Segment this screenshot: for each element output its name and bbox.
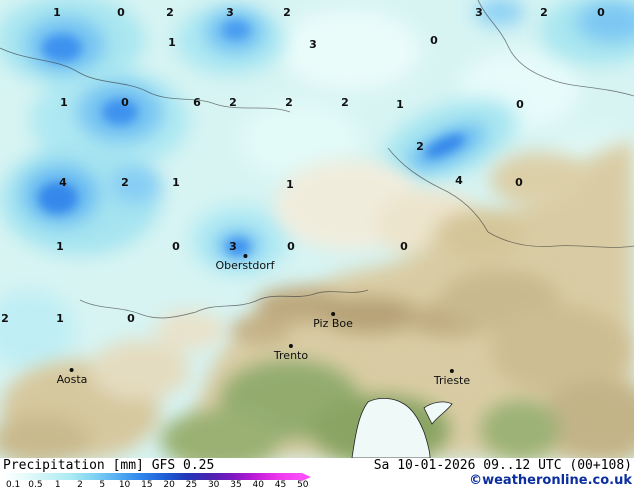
map-svg <box>0 0 634 458</box>
scale-label: 45 <box>274 480 287 490</box>
scale-label: 30 <box>207 480 220 490</box>
valid-datetime: Sa 10-01-2026 09..12 UTC (00+108) <box>373 458 632 473</box>
legend-model: GFS 0.25 <box>151 458 215 473</box>
scale-label: 20 <box>163 480 175 490</box>
scale-labels: 0.1 0.5 1 2 5 10 15 20 25 30 35 40 45 50 <box>2 480 314 490</box>
footer: Precipitation [mm] GFS 0.25 0.1 0.5 1 2 5 10 1… <box>0 458 634 490</box>
scale-label: 25 <box>185 480 198 490</box>
precip-color-scale <box>2 473 302 480</box>
footer-right: Sa 10-01-2026 09..12 UTC (00+108) ©weath… <box>373 458 632 489</box>
legend-title: Precipitation <box>3 458 105 473</box>
scale-label: 1 <box>54 480 61 490</box>
scale-label: 40 <box>252 480 264 490</box>
scale-wrap <box>2 472 311 481</box>
scale-arrow-icon <box>302 472 311 481</box>
scale-label: 50 <box>297 480 309 490</box>
legend-title-row: Precipitation [mm] GFS 0.25 <box>3 459 214 473</box>
scale-label: 0.5 <box>28 480 43 490</box>
scale-label: 5 <box>99 480 106 490</box>
scale-label: 2 <box>77 480 83 490</box>
scale-label: 10 <box>118 480 131 490</box>
legend-unit: [mm] <box>112 458 144 473</box>
scale-label: 0.1 <box>5 480 21 490</box>
scale-label: 15 <box>141 480 153 490</box>
copyright: ©weatheronline.co.uk <box>469 473 632 488</box>
scale-label: 35 <box>230 480 242 490</box>
